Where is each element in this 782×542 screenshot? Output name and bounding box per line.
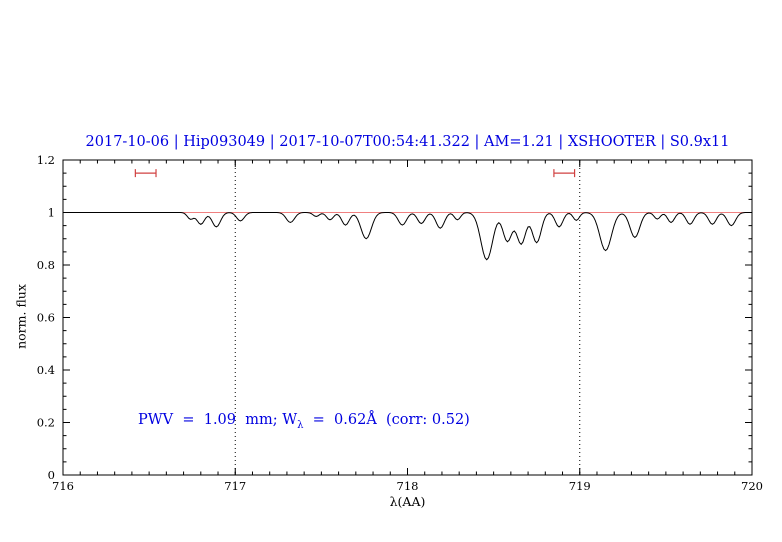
pwv-annotation-subscript: λ bbox=[297, 419, 304, 431]
x-axis-label: λ(AA) bbox=[389, 494, 426, 509]
y-tick-label: 0 bbox=[48, 468, 55, 482]
y-tick-label: 1.2 bbox=[37, 153, 55, 167]
y-tick-label: 0.8 bbox=[37, 258, 55, 272]
spectrum-line bbox=[63, 212, 752, 261]
x-tick-label: 719 bbox=[569, 479, 591, 493]
y-axis-label: norm. flux bbox=[13, 284, 29, 349]
pwv-annotation-prefix: PWV = 1.09 mm; W bbox=[138, 412, 298, 428]
y-tick-label: 0.4 bbox=[37, 363, 55, 377]
y-tick-label: 0.6 bbox=[37, 311, 55, 325]
pwv-annotation-suffix: = 0.62Å (corr: 0.52) bbox=[303, 412, 470, 428]
y-tick-label: 0.2 bbox=[37, 416, 55, 430]
x-tick-label: 717 bbox=[224, 479, 246, 493]
plot-title: 2017-10-06 | Hip093049 | 2017-10-07T00:5… bbox=[85, 134, 730, 150]
pwv-annotation: PWV = 1.09 mm; Wλ = 0.62Å (corr: 0.52) bbox=[138, 412, 470, 431]
x-tick-label: 720 bbox=[741, 479, 763, 493]
x-tick-label: 718 bbox=[397, 479, 419, 493]
y-tick-label: 1 bbox=[48, 206, 55, 220]
x-tick-label: 716 bbox=[52, 479, 74, 493]
